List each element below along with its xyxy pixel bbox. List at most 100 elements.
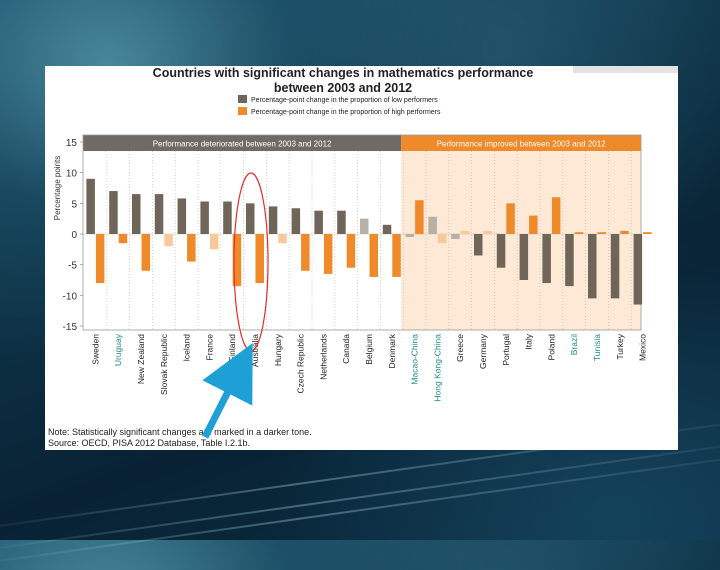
bar-high-performers <box>483 230 492 234</box>
bar-low-performers <box>200 201 209 234</box>
chart: Countries with significant changes in ma… <box>48 66 652 448</box>
category-label: Canada <box>341 334 351 364</box>
category-label: Greece <box>455 334 465 362</box>
category-label: Denmark <box>387 333 397 368</box>
legend-label: Percentage-point change in the proportio… <box>251 97 438 104</box>
bar-high-performers <box>95 234 105 284</box>
category-label: New Zealand <box>136 334 146 384</box>
bar-low-performers <box>610 234 620 299</box>
bar-low-performers <box>246 203 255 234</box>
annotation <box>201 172 269 439</box>
bar-high-performers <box>232 234 242 287</box>
y-tick-label: -15 <box>63 322 78 333</box>
bar-low-performers <box>474 234 483 256</box>
group-band-label: Performance improved between 2003 and 20… <box>437 140 607 149</box>
y-tick-label: 0 <box>71 230 77 241</box>
legend-label: Percentage-point change in the proportio… <box>251 109 441 116</box>
bar-high-performers <box>643 232 652 234</box>
category-label: Uruguay <box>113 333 123 366</box>
bar-low-performers <box>314 210 323 234</box>
legend: Percentage-point change in the proportio… <box>238 95 441 116</box>
bar-low-performers <box>291 208 301 234</box>
category-label: Iceland <box>182 334 192 362</box>
bar-low-performers <box>223 201 232 234</box>
category-label: Australia <box>250 334 260 367</box>
bar-high-performers <box>460 230 470 234</box>
category-label: Portugal <box>501 334 511 366</box>
y-tick-label: 10 <box>66 169 78 180</box>
bar-low-performers <box>542 234 551 284</box>
bar-low-performers <box>451 234 460 239</box>
category-label: Sweden <box>90 334 100 365</box>
bar-high-performers <box>551 197 561 234</box>
bar-high-performers <box>620 230 629 234</box>
bar-high-performers <box>574 232 584 234</box>
bar-low-performers <box>633 234 643 305</box>
header-strip <box>573 66 678 73</box>
bar-low-performers <box>268 206 278 234</box>
group-band <box>83 135 402 151</box>
pointer-arrow <box>201 343 253 439</box>
title: Countries with significant changes in ma… <box>153 66 534 80</box>
bar-low-performers <box>360 218 369 234</box>
plot-border <box>82 134 642 331</box>
y-tick-label: -10 <box>63 291 78 302</box>
bar-high-performers <box>209 234 219 250</box>
category-label: Hungary <box>273 333 283 366</box>
bar-low-performers <box>565 234 574 287</box>
bar-high-performers <box>255 234 264 284</box>
category-label: Germany <box>478 333 488 369</box>
bar-low-performers <box>154 194 164 234</box>
bar-low-performers <box>428 216 437 234</box>
subtitle: between 2003 and 2012 <box>274 81 412 95</box>
bar-high-performers <box>369 234 378 277</box>
category-label: Mexico <box>638 334 648 361</box>
bar-high-performers <box>597 232 606 234</box>
bar-low-performers <box>496 234 506 268</box>
category-label: Turkey <box>615 333 625 359</box>
category-label: Hong Kong-China <box>432 334 442 402</box>
bar-high-performers <box>278 234 287 244</box>
y-tick-label: 5 <box>71 199 77 210</box>
category-label: Tunisia <box>592 334 602 361</box>
bar-high-performers <box>415 200 424 234</box>
bar-low-performers <box>519 234 529 280</box>
bar-low-performers <box>588 234 597 299</box>
legend-swatch <box>238 95 247 103</box>
bar-high-performers <box>141 234 150 271</box>
bar-low-performers <box>86 178 95 234</box>
group-band-label: Performance deteriorated between 2003 an… <box>153 140 332 149</box>
group-band <box>401 135 641 151</box>
y-tick-label: -5 <box>68 261 77 272</box>
bar-high-performers <box>346 234 356 268</box>
bar-low-performers <box>109 191 118 234</box>
source-text: Source: OECD, PISA 2012 Database, Table … <box>48 438 250 448</box>
category-label: Italy <box>524 333 534 349</box>
bar-high-performers <box>529 215 538 234</box>
category-label: Netherlands <box>318 334 328 380</box>
bar-high-performers <box>301 234 310 271</box>
bar-low-performers <box>337 210 346 234</box>
category-label: Brazil <box>569 334 579 355</box>
bar-low-performers <box>177 198 187 234</box>
bar-high-performers <box>392 234 401 277</box>
bar-high-performers <box>164 234 173 247</box>
bar-high-performers <box>118 234 128 244</box>
category-label: Belgium <box>364 334 374 365</box>
category-label: Finland <box>227 334 237 362</box>
bar-high-performers <box>323 234 333 274</box>
chart-title: Countries with significant changes in ma… <box>153 66 534 95</box>
y-tick-label: 15 <box>66 138 78 149</box>
bar-low-performers <box>132 194 141 234</box>
category-label: France <box>204 334 214 361</box>
category-label: Poland <box>546 334 556 361</box>
bar-low-performers <box>382 224 392 234</box>
bar-high-performers <box>187 234 196 262</box>
note-text: Note: Statistically significant changes … <box>48 427 312 437</box>
bar-low-performers <box>405 234 415 238</box>
bar-high-performers <box>437 234 447 244</box>
bar-high-performers <box>506 203 515 234</box>
category-label: Czech Republic <box>296 333 306 393</box>
category-label: Macao-China <box>410 334 420 385</box>
plot-area: Performance deteriorated between 2003 an… <box>53 134 652 402</box>
